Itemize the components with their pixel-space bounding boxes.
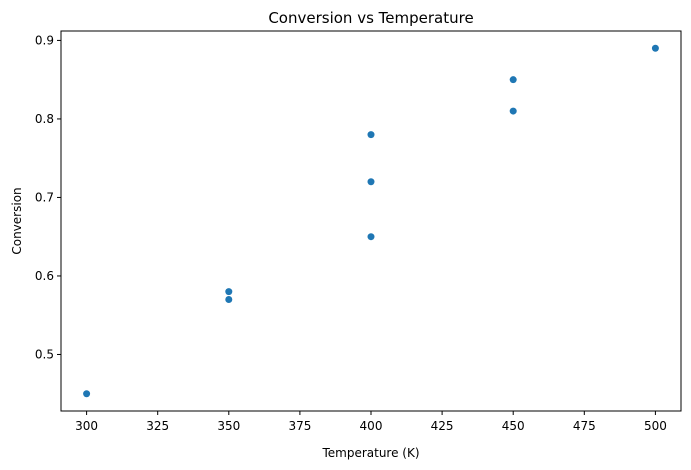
data-point — [367, 178, 375, 186]
x-tick-label: 400 — [360, 419, 383, 433]
x-tick-label: 375 — [288, 419, 311, 433]
x-tick-label: 300 — [75, 419, 98, 433]
y-tick-label: 0.7 — [35, 190, 54, 204]
x-tick-label: 500 — [644, 419, 667, 433]
data-point — [225, 296, 233, 304]
data-point — [651, 44, 659, 52]
data-point — [83, 390, 91, 398]
y-tick-label: 0.6 — [35, 269, 54, 283]
chart-title: Conversion vs Temperature — [268, 9, 473, 27]
data-point — [367, 233, 375, 241]
x-tick-label: 475 — [573, 419, 596, 433]
y-tick-label: 0.9 — [35, 33, 54, 47]
data-point — [225, 288, 233, 296]
y-tick-label: 0.5 — [35, 347, 54, 361]
y-axis-ticks: 0.5 0.6 0.7 0.8 0.9 — [35, 33, 61, 361]
y-axis-label: Conversion — [10, 187, 24, 254]
data-point — [367, 131, 375, 139]
x-tick-label: 425 — [431, 419, 454, 433]
y-tick-label: 0.8 — [35, 112, 54, 126]
x-tick-label: 325 — [146, 419, 169, 433]
x-axis-ticks: 300 325 350 375 400 425 450 475 500 — [75, 411, 667, 433]
plot-area: 300 325 350 375 400 425 450 475 500 0.5 0.6 0.7 0.8… — [35, 30, 682, 433]
x-tick-label: 450 — [502, 419, 525, 433]
data-point — [509, 76, 517, 84]
data-point — [509, 107, 517, 115]
data-points — [83, 44, 659, 398]
x-tick-label: 350 — [217, 419, 240, 433]
x-axis-label: Temperature (K) — [321, 446, 419, 460]
axes-frame — [60, 30, 682, 412]
